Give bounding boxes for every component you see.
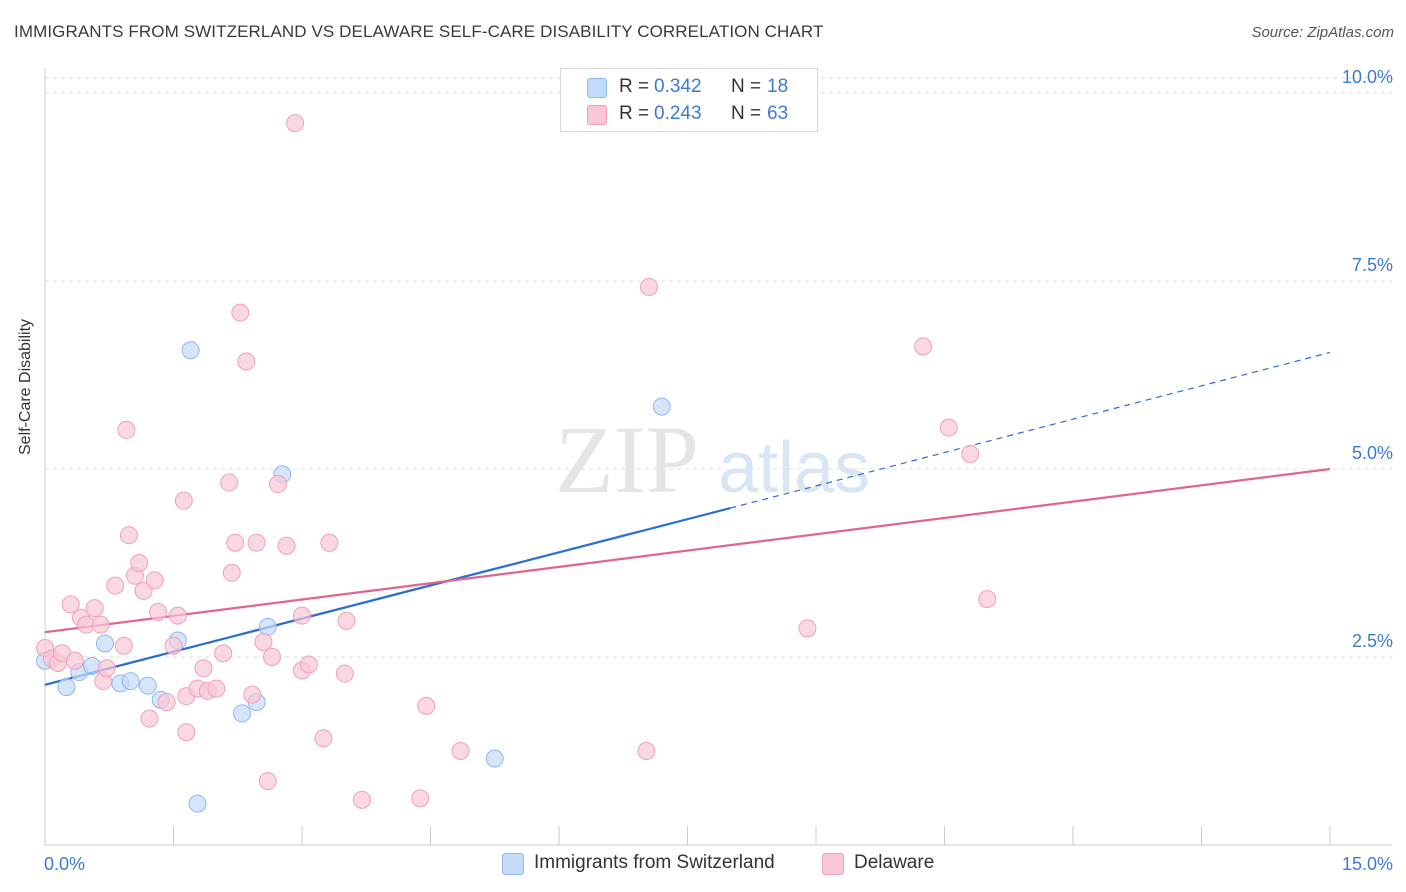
delaware-point	[194, 659, 213, 678]
switzerland-point	[138, 676, 157, 695]
n-value: 63	[767, 103, 789, 124]
delaware-point	[417, 696, 436, 715]
delaware-point	[299, 655, 318, 674]
switzerland-point	[233, 704, 252, 723]
delaware-point	[177, 723, 196, 742]
delaware-point	[168, 606, 187, 625]
delaware-point	[639, 278, 658, 297]
switzerland-point	[652, 397, 671, 416]
r-value: 0.342	[654, 76, 702, 97]
delaware-point	[320, 533, 339, 552]
delaware-point	[263, 648, 282, 667]
delaware-point	[411, 789, 430, 808]
source-label: Source: ZipAtlas.com	[1251, 24, 1394, 41]
delaware-point	[277, 536, 296, 555]
delaware-point	[978, 590, 997, 609]
delaware-point	[231, 303, 250, 322]
delaware-point	[117, 420, 136, 439]
delaware-point	[335, 664, 354, 683]
switzerland-point	[121, 672, 140, 691]
delaware-point	[220, 473, 239, 492]
delaware-point	[254, 632, 273, 651]
delaware-point	[269, 475, 288, 494]
delaware-point	[247, 533, 266, 552]
switzerland-trend-extension	[730, 351, 1331, 509]
y-axis-label: Self-Care Disability	[17, 318, 34, 455]
watermark-atlas: atlas	[718, 428, 870, 508]
switzerland-trend-line	[44, 507, 731, 686]
chart-title: IMMIGRANTS FROM SWITZERLAND VS DELAWARE …	[14, 22, 824, 41]
n-label: N =	[731, 76, 762, 97]
delaware-point	[243, 685, 262, 704]
delaware-point	[286, 114, 305, 133]
y-tick-label: 5.0%	[1352, 443, 1393, 463]
y-tick-label: 10.0%	[1342, 67, 1393, 87]
delaware-point	[451, 742, 470, 761]
delaware-point	[114, 636, 133, 655]
delaware-point	[149, 602, 168, 621]
n-value: 18	[767, 76, 789, 97]
delaware-point	[258, 772, 277, 791]
delaware-point	[637, 742, 656, 761]
delaware-point	[914, 337, 933, 356]
delaware-point	[164, 636, 183, 655]
delaware-point	[61, 595, 80, 614]
delaware-point	[65, 651, 84, 670]
switzerland-point	[57, 678, 76, 697]
delaware-point	[961, 444, 980, 463]
r-label: R =	[619, 103, 650, 124]
delaware-trend-line	[44, 467, 1331, 634]
switzerland-point	[181, 341, 200, 360]
legend-label: Delaware	[854, 852, 935, 873]
y-tick-label: 2.5%	[1352, 631, 1393, 651]
swatch-delaware	[587, 105, 607, 125]
r-label: R =	[619, 76, 650, 97]
switzerland-point	[188, 794, 207, 813]
y-tick-label: 7.5%	[1352, 255, 1393, 275]
delaware-point	[106, 576, 125, 595]
delaware-point	[352, 790, 371, 809]
delaware-point	[337, 611, 356, 630]
delaware-point	[314, 729, 333, 748]
delaware-point	[119, 526, 138, 545]
legend-label: Immigrants from Switzerland	[534, 852, 775, 873]
switzerland-point	[258, 617, 277, 636]
delaware-point	[214, 644, 233, 663]
switzerland-point	[95, 634, 114, 653]
x-tick-label: 0.0%	[44, 854, 85, 874]
delaware-point	[134, 581, 153, 600]
delaware-point	[157, 693, 176, 712]
delaware-point	[97, 659, 116, 678]
delaware-point	[140, 709, 159, 728]
delaware-point	[91, 615, 110, 634]
delaware-point	[293, 606, 311, 625]
r-value: 0.243	[654, 103, 702, 124]
delaware-point	[85, 599, 104, 618]
stats-box: R = 0.342 N = 18 R = 0.243 N = 63	[560, 68, 818, 132]
legend-swatch-switzerland	[502, 853, 524, 875]
delaware-point	[174, 491, 193, 510]
delaware-point	[939, 418, 958, 437]
delaware-point	[798, 619, 817, 638]
watermark-zip: ZIP	[555, 406, 699, 513]
delaware-point	[207, 679, 226, 698]
delaware-point	[130, 554, 149, 573]
n-label: N =	[731, 103, 762, 124]
delaware-point	[226, 533, 245, 552]
delaware-point	[145, 571, 164, 590]
delaware-point	[222, 563, 241, 582]
swatch-switzerland	[587, 78, 607, 98]
switzerland-point	[485, 749, 504, 768]
legend-swatch-delaware	[822, 853, 844, 875]
delaware-point	[237, 352, 256, 371]
x-tick-label: 15.0%	[1342, 854, 1393, 874]
